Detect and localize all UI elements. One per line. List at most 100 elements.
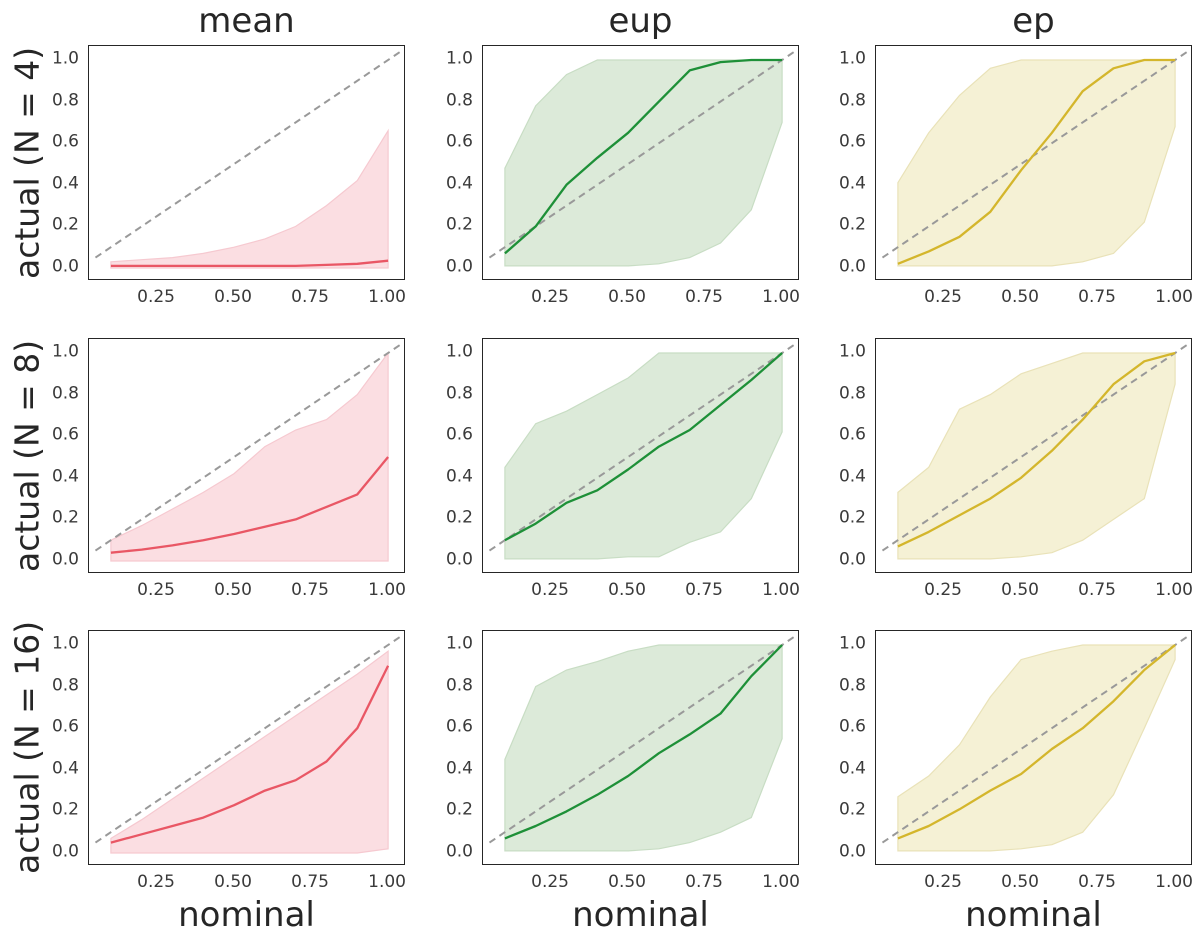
x-tick-label: 0.25 [531, 287, 569, 307]
y-tick-label: 0.0 [445, 549, 473, 570]
identity-line [488, 341, 797, 552]
x-tick-label: 0.75 [685, 580, 723, 600]
y-tick-label: 1.0 [445, 633, 473, 654]
column-title-eup: eup [608, 1, 673, 41]
x-tick-label: 1.00 [368, 580, 406, 600]
confidence-band [504, 352, 783, 560]
subplot-ep-row0 [875, 45, 1192, 280]
y-tick-label: 0.0 [838, 256, 866, 277]
y-tick-label: 1.0 [838, 48, 866, 69]
calibration-line [110, 259, 389, 268]
x-tick-label: 0.75 [1078, 287, 1116, 307]
y-tick-label: 0.4 [838, 466, 866, 487]
y-tick-label: 0.6 [838, 424, 866, 445]
y-tick-label: 0.0 [838, 549, 866, 570]
identity-line [488, 48, 797, 259]
x-tick-label: 1.00 [762, 287, 800, 307]
y-tick-label: 0.0 [445, 841, 473, 862]
y-tick-label: 0.2 [51, 214, 79, 235]
identity-line [488, 633, 797, 844]
x-tick-label: 0.75 [291, 580, 329, 600]
x-tick-label: 0.25 [137, 872, 175, 892]
row-label-n8: actual (N = 8) [7, 339, 47, 572]
subplot-ep-row1 [875, 338, 1192, 573]
y-tick-label: 0.0 [51, 841, 79, 862]
identity-line [94, 633, 403, 844]
y-tick-label: 0.8 [445, 383, 473, 404]
x-tick-label: 0.75 [291, 287, 329, 307]
subplot-canvas [94, 341, 403, 562]
y-tick-label: 1.0 [51, 341, 79, 362]
y-tick-label: 0.2 [838, 799, 866, 820]
y-tick-label: 0.8 [445, 90, 473, 111]
confidence-band [110, 650, 389, 854]
y-tick-label: 0.4 [51, 466, 79, 487]
y-tick-label: 0.6 [838, 716, 866, 737]
x-tick-label: 0.50 [214, 287, 252, 307]
y-tick-label: 0.6 [445, 131, 473, 152]
y-tick-label: 1.0 [445, 341, 473, 362]
x-tick-label: 0.50 [1001, 580, 1039, 600]
y-tick-label: 0.0 [838, 841, 866, 862]
subplot-mean-row0 [88, 45, 405, 280]
subplot-eup-row2 [482, 630, 799, 865]
y-tick-label: 0.8 [445, 675, 473, 696]
x-tick-label: 0.75 [1078, 580, 1116, 600]
y-tick-label: 0.4 [445, 173, 473, 194]
confidence-band [897, 352, 1176, 560]
x-tick-label: 1.00 [762, 580, 800, 600]
subplot-canvas [881, 633, 1190, 852]
y-tick-label: 0.2 [445, 507, 473, 528]
x-tick-label: 0.25 [531, 580, 569, 600]
y-tick-label: 0.0 [445, 256, 473, 277]
subplot-canvas [488, 633, 797, 852]
subplot-ep-row2 [875, 630, 1192, 865]
x-tick-label: 1.00 [1155, 287, 1193, 307]
y-tick-label: 0.2 [445, 214, 473, 235]
confidence-band [897, 644, 1176, 852]
x-tick-label: 1.00 [368, 287, 406, 307]
subplot-canvas [488, 341, 797, 560]
y-tick-label: 1.0 [838, 341, 866, 362]
column-title-mean: mean [198, 1, 295, 41]
y-tick-label: 0.6 [445, 424, 473, 445]
y-tick-label: 0.8 [838, 383, 866, 404]
x-tick-label: 0.75 [685, 872, 723, 892]
subplot-canvas [94, 48, 403, 269]
confidence-band [504, 59, 783, 267]
subplot-eup-row1 [482, 338, 799, 573]
x-axis-label-nominal: nominal [572, 895, 709, 935]
x-tick-label: 0.75 [291, 872, 329, 892]
y-tick-label: 0.2 [51, 799, 79, 820]
subplot-canvas [488, 48, 797, 267]
calibration-line [110, 665, 390, 844]
subplot-mean-row1 [88, 338, 405, 573]
x-tick-label: 0.25 [137, 580, 175, 600]
identity-line [881, 48, 1190, 259]
confidence-band [504, 644, 783, 852]
x-tick-label: 0.25 [924, 580, 962, 600]
y-tick-label: 0.8 [51, 383, 79, 404]
calibration-line [897, 58, 1176, 265]
y-tick-label: 0.8 [838, 90, 866, 111]
y-tick-label: 0.6 [51, 131, 79, 152]
y-tick-label: 0.4 [838, 758, 866, 779]
x-tick-label: 1.00 [1155, 872, 1193, 892]
subplot-mean-row2 [88, 630, 405, 865]
x-tick-label: 0.75 [1078, 872, 1116, 892]
x-tick-label: 0.50 [1001, 872, 1039, 892]
y-tick-label: 0.8 [838, 675, 866, 696]
y-tick-label: 0.4 [445, 466, 473, 487]
x-tick-label: 0.50 [214, 872, 252, 892]
column-title-ep: ep [1012, 1, 1055, 41]
x-axis-label-nominal: nominal [178, 895, 315, 935]
x-tick-label: 0.75 [685, 287, 723, 307]
x-tick-label: 0.25 [924, 872, 962, 892]
x-tick-label: 0.25 [137, 287, 175, 307]
subplot-eup-row0 [482, 45, 799, 280]
confidence-band [897, 59, 1176, 267]
y-tick-label: 0.4 [838, 173, 866, 194]
x-tick-label: 0.50 [1001, 287, 1039, 307]
x-tick-label: 0.50 [214, 580, 252, 600]
